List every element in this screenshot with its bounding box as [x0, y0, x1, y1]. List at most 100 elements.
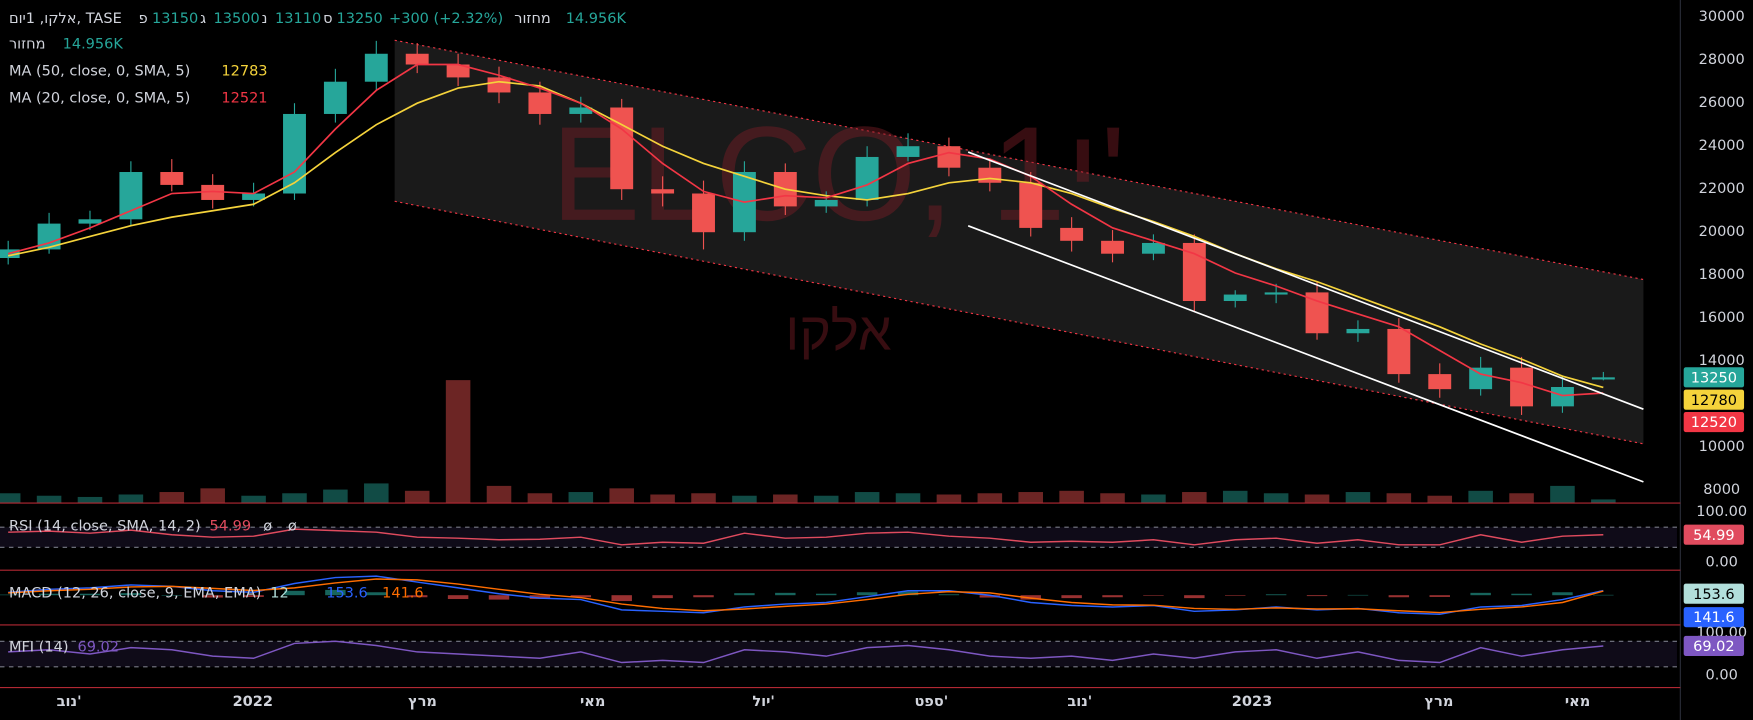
volume-bar [282, 493, 307, 504]
price-tag [1683, 607, 1745, 628]
price-tag-label: 12780 [1691, 393, 1737, 409]
candle-body [242, 193, 266, 200]
volume-bar [241, 495, 266, 504]
volume-bar [1141, 494, 1166, 504]
histogram-bar [0, 594, 19, 596]
x-tick-label: מרץ [408, 694, 437, 710]
volume-bar [200, 488, 225, 504]
histogram-bar [1225, 595, 1246, 596]
indicator-value: 12 [270, 586, 288, 602]
indicator-title: MACD (12, 26, close, 9, EMA, EMA) [9, 586, 261, 602]
histogram-bar [734, 593, 755, 596]
x-tick-label: 2022 [233, 694, 273, 710]
ohlc-letter: פ [139, 11, 148, 27]
watermark-subtitle: אלקו [785, 302, 891, 362]
histogram-bar [406, 595, 428, 598]
histogram-bar [979, 595, 1001, 598]
volume-bar [486, 485, 512, 504]
trend-line [967, 225, 1644, 483]
volume-bar [118, 494, 144, 504]
histogram-bar [79, 593, 101, 596]
price-tag-label: 69.02 [1693, 639, 1735, 655]
candle-body [1019, 182, 1043, 228]
volume-bar [404, 490, 430, 504]
volume-name: מחזור [514, 11, 551, 27]
ohlc-letter: ס [323, 11, 332, 27]
volume-bar [1018, 492, 1043, 504]
histogram-bar [1265, 594, 1287, 596]
price-tag [1683, 635, 1745, 657]
candle-body [487, 77, 511, 93]
volume-bar [0, 493, 21, 504]
volume-bar [1591, 499, 1616, 504]
legend-value: 12783 [221, 64, 267, 80]
y-tick-label: 18000 [1699, 267, 1745, 283]
volume-bar [1222, 490, 1248, 504]
histogram-bar [570, 595, 592, 598]
candle-body [528, 92, 552, 114]
histogram-bar [161, 595, 183, 596]
candle-body [364, 53, 388, 82]
histogram-bar [1470, 592, 1491, 596]
price-tag [1683, 524, 1745, 545]
candle-body [323, 81, 347, 114]
ohlc-letter: ג [200, 11, 206, 27]
price-tag-label: 12520 [1691, 415, 1737, 431]
ohlc-value: 13110 [275, 11, 321, 27]
histogram-bar [1102, 595, 1123, 598]
candle-body [1428, 374, 1452, 390]
trend-line [967, 151, 1644, 410]
candle-body [1346, 328, 1370, 334]
candle-body [201, 184, 225, 200]
candle-body [1469, 367, 1493, 390]
volume-bar [1304, 494, 1330, 504]
candle-body [937, 146, 961, 168]
candle-body [119, 172, 143, 220]
price-tag-label: 54.99 [1693, 528, 1735, 544]
candle-body [1591, 377, 1615, 380]
histogram-bar [447, 595, 469, 600]
candle-body [1060, 227, 1084, 241]
histogram-bar [1143, 595, 1164, 596]
legend-value: 12521 [221, 90, 267, 106]
y-tick-label: 16000 [1699, 310, 1745, 326]
histogram-bar [693, 595, 714, 598]
volume-bar [445, 380, 471, 504]
ohlc-letter: נ [262, 11, 268, 27]
y-tick-label: 100.00 [1696, 504, 1747, 520]
volume-bar [1345, 492, 1371, 504]
price-tag [1683, 583, 1745, 604]
histogram-bar [1593, 594, 1614, 596]
volume-bar [77, 496, 103, 504]
channel [394, 40, 1644, 444]
y-tick-label: 8000 [1703, 482, 1740, 498]
histogram-bar [1388, 595, 1410, 598]
band [0, 527, 1677, 548]
x-tick-label: מאי [1565, 694, 1590, 710]
histogram-bar [652, 595, 673, 599]
histogram-bar [325, 589, 346, 596]
candle-body [1510, 367, 1534, 407]
histogram-bar [856, 592, 878, 596]
volume-bar [159, 492, 185, 504]
histogram-bar [529, 595, 551, 600]
indicator-extra: ø [288, 519, 297, 535]
volume-bar [527, 493, 553, 504]
volume-bar [854, 492, 880, 504]
y-tick-label: 14000 [1699, 353, 1745, 369]
volume-value: 14.956K [566, 11, 627, 27]
volume-bar [732, 495, 757, 504]
volume-bar [936, 494, 962, 504]
ohlc-value: 13250 [337, 11, 383, 27]
candle-body [1182, 242, 1206, 302]
volume-name: מחזור [9, 37, 46, 53]
ma-line [7, 63, 1604, 397]
volume-bar [1100, 493, 1125, 504]
volume-bar [568, 492, 594, 504]
indicator-value: 54.99 [210, 519, 252, 535]
volume-bar [977, 493, 1003, 504]
candle-body [1141, 242, 1165, 254]
x-tick-label: ספט' [914, 694, 948, 710]
candle-body [1264, 292, 1288, 295]
